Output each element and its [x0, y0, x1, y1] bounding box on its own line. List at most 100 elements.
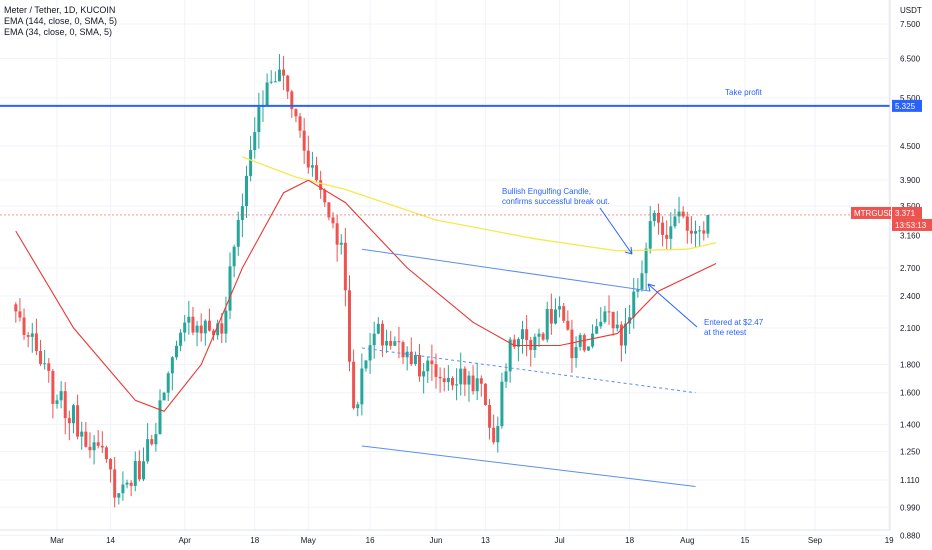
candle-body: [306, 150, 310, 168]
candle-body: [265, 82, 269, 106]
candle: [236, 211, 240, 256]
candle: [632, 278, 636, 329]
candle: [422, 362, 426, 394]
price-axis-bg: [890, 0, 932, 550]
candle: [294, 108, 298, 123]
take-profit-annotation: Take profit: [725, 88, 762, 97]
candle: [174, 340, 178, 360]
candle-body: [488, 404, 492, 428]
candle-body: [533, 336, 537, 351]
candle-body: [438, 376, 442, 379]
candle: [158, 389, 162, 435]
candle: [694, 220, 698, 248]
candle: [409, 337, 413, 366]
bullish-annotation-line1: Bullish Engulfing Candle,: [502, 187, 591, 196]
candle-body: [698, 230, 702, 232]
candle-body: [426, 360, 430, 372]
candle: [245, 165, 248, 218]
candle-body: [245, 175, 248, 207]
candle-body: [154, 434, 158, 445]
candle: [570, 319, 574, 373]
candle: [685, 211, 689, 244]
candle-body: [599, 321, 603, 327]
y-tick-label: 2.100: [900, 324, 921, 333]
candle: [183, 314, 187, 342]
candle: [574, 336, 578, 368]
candle-body: [665, 234, 669, 239]
candle-body: [121, 484, 125, 494]
candle: [26, 331, 30, 348]
candle: [290, 89, 294, 118]
candle: [413, 351, 417, 366]
candle: [71, 404, 75, 434]
chart-legend: Meter / Tether, 1D, KUCOIN EMA (144, clo…: [4, 5, 117, 38]
candle: [43, 349, 47, 370]
candle-body: [216, 323, 220, 336]
candle: [603, 305, 607, 324]
candle-body: [236, 220, 240, 247]
candle-body: [203, 320, 207, 334]
candle-body: [549, 308, 553, 324]
candle: [179, 329, 183, 352]
candle-body: [368, 345, 372, 361]
channel-trendlines: [361, 248, 696, 488]
x-tick-label: 18: [250, 536, 259, 545]
x-tick-label: 16: [366, 536, 375, 545]
candle-body: [104, 447, 108, 460]
candle-body: [26, 335, 30, 337]
candle: [249, 135, 253, 182]
candle-body: [706, 214, 710, 234]
candle: [55, 394, 59, 409]
candle-body: [282, 69, 286, 76]
candle: [92, 435, 96, 465]
candle: [438, 367, 442, 393]
candle: [442, 367, 446, 392]
price-axis: USDT 7.500 6.500 5.500 4.500 3.900 3.500 2.700 2…: [889, 0, 932, 550]
candle: [63, 382, 67, 435]
candle: [508, 336, 512, 383]
candle-body: [51, 370, 55, 404]
countdown-label: 13:53:13: [895, 221, 927, 230]
candle: [117, 493, 121, 505]
candle: [364, 360, 368, 372]
candle: [96, 429, 100, 449]
candle-body: [652, 212, 656, 222]
candle: [380, 320, 384, 357]
partial-tick-label: 3.160: [900, 231, 921, 240]
candle-body: [39, 350, 43, 364]
candle-body: [92, 442, 96, 451]
candle: [310, 151, 314, 177]
candle: [331, 212, 335, 229]
candle-body: [409, 351, 413, 365]
candle: [434, 353, 438, 389]
candle: [681, 206, 685, 219]
symbol-price-label: MTRGUSDT: [854, 209, 899, 218]
candle-body: [352, 361, 356, 409]
candle: [446, 365, 450, 391]
candle: [426, 356, 430, 383]
candle: [22, 308, 26, 340]
candle: [146, 423, 150, 464]
candle-body: [574, 346, 578, 359]
candle: [492, 414, 496, 445]
trendline-channel-mid-dashed: [361, 347, 696, 394]
x-tick-label: May: [301, 536, 316, 545]
candle-body: [43, 363, 47, 365]
candle: [257, 92, 261, 149]
candle: [104, 445, 108, 463]
candle-body: [450, 378, 454, 386]
y-tick-label: 1.110: [900, 476, 920, 485]
candle-body: [492, 427, 496, 443]
candle: [339, 234, 343, 255]
candle-body: [76, 405, 80, 437]
candle-body: [67, 418, 71, 424]
candle-body: [240, 206, 244, 221]
candle-body: [405, 351, 409, 358]
y-tick-label: 6.500: [900, 54, 921, 63]
candle-body: [331, 217, 335, 224]
candle-body: [277, 69, 281, 82]
candle-body: [418, 355, 422, 377]
candle: [109, 457, 113, 483]
